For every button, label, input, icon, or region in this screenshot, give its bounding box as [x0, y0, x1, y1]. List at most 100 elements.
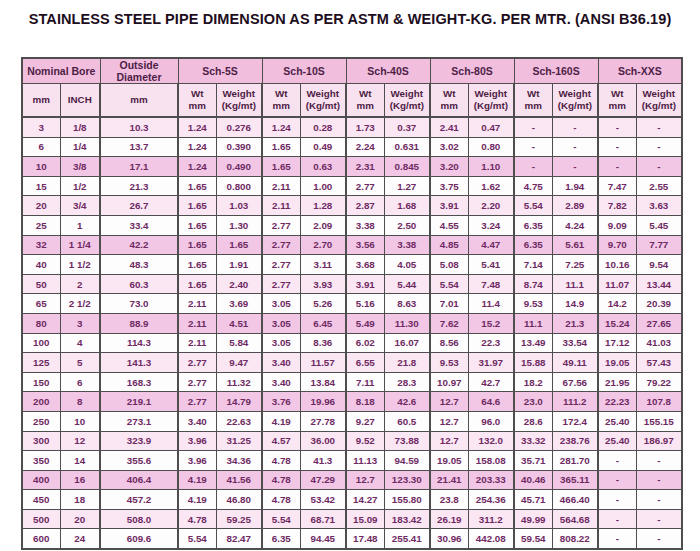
table-cell: 600	[22, 529, 60, 549]
table-cell: 9.52	[346, 431, 384, 451]
table-cell: 9.09	[598, 215, 636, 235]
table-cell: -	[598, 529, 636, 549]
table-cell: 41.3	[300, 451, 346, 471]
table-cell: 13.44	[636, 274, 682, 294]
table-cell: 123.30	[384, 470, 430, 490]
table-cell: 3.11	[300, 255, 346, 275]
table-cell: 273.1	[100, 411, 178, 431]
table-cell: 0.80	[468, 137, 514, 157]
table-cell: 365.11	[552, 470, 598, 490]
column-sub-header: mm	[100, 84, 178, 118]
table-cell: 57.43	[636, 353, 682, 373]
table-cell: 2.77	[262, 274, 300, 294]
table-cell: 42.7	[468, 372, 514, 392]
table-cell: 3.05	[262, 313, 300, 333]
column-sub-header: Weight (Kg/mt)	[636, 84, 682, 118]
table-cell: 255.41	[384, 529, 430, 549]
table-cell: 355.6	[100, 451, 178, 471]
table-cell: 40	[22, 255, 60, 275]
table-cell: -	[598, 509, 636, 529]
table-cell: 2.31	[346, 157, 384, 177]
table-cell: 1.62	[468, 176, 514, 196]
column-sub-header: Weight (Kg/mt)	[468, 84, 514, 118]
column-sub-header: Weight (Kg/mt)	[384, 84, 430, 118]
table-cell: 27.65	[636, 313, 682, 333]
table-header: Nominal BoreOutside DiameterSch-5SSch-10…	[22, 58, 682, 117]
table-cell: 79.22	[636, 372, 682, 392]
column-group-header: Sch-XXS	[598, 58, 682, 84]
table-cell: 1.65	[262, 137, 300, 157]
table-cell: 2.70	[300, 235, 346, 255]
table-cell: 1.30	[216, 215, 262, 235]
table-cell: 1.24	[262, 117, 300, 137]
column-group-header: Sch-5S	[178, 58, 262, 84]
table-row: 25133.41.651.302.772.093.382.504.553.246…	[22, 215, 682, 235]
table-cell: 3.68	[346, 255, 384, 275]
page: STAINLESS STEEL PIPE DIMENSION AS PER AS…	[0, 0, 700, 551]
table-cell: 6.45	[300, 313, 346, 333]
table-cell: 0.845	[384, 157, 430, 177]
table-cell: 1.73	[346, 117, 384, 137]
table-row: 1255141.32.779.473.4011.576.5521.89.5331…	[22, 353, 682, 373]
table-cell: 155.15	[636, 411, 682, 431]
table-cell: 5.44	[384, 274, 430, 294]
table-cell: 22.3	[468, 333, 514, 353]
table-cell: 0.28	[300, 117, 346, 137]
table-cell: 5.84	[216, 333, 262, 353]
table-cell: 3	[60, 313, 100, 333]
table-cell: 3.63	[636, 196, 682, 216]
table-cell: 6.02	[346, 333, 384, 353]
table-cell: 9.47	[216, 353, 262, 373]
table-cell: 18.2	[514, 372, 552, 392]
table-cell: 500	[22, 509, 60, 529]
table-cell: 2.77	[262, 215, 300, 235]
table-cell: 26.7	[100, 196, 178, 216]
table-cell: 8.36	[300, 333, 346, 353]
table-cell: -	[598, 117, 636, 137]
table-cell: 203.33	[468, 470, 514, 490]
table-cell: 1 1/4	[60, 235, 100, 255]
table-cell: 155.80	[384, 490, 430, 510]
table-cell: 73.88	[384, 431, 430, 451]
table-cell: 1.28	[300, 196, 346, 216]
table-cell: 281.70	[552, 451, 598, 471]
table-cell: -	[598, 490, 636, 510]
table-cell: 2.87	[346, 196, 384, 216]
table-cell: 19.05	[430, 451, 468, 471]
table-cell: 0.49	[300, 137, 346, 157]
table-row: 151/221.31.650.8002.111.002.771.273.751.…	[22, 176, 682, 196]
table-cell: 5.61	[552, 235, 598, 255]
table-cell: 311.2	[468, 509, 514, 529]
table-cell: 1.65	[178, 274, 216, 294]
table-cell: 0.490	[216, 157, 262, 177]
table-cell: 42.2	[100, 235, 178, 255]
table-cell: 442.08	[468, 529, 514, 549]
table-cell: 3.02	[430, 137, 468, 157]
table-row: 401 1/248.31.651.912.773.113.684.055.085…	[22, 255, 682, 275]
table-cell: -	[636, 117, 682, 137]
table-cell: 11.4	[468, 294, 514, 314]
table-cell: 5.41	[468, 255, 514, 275]
table-cell: 0.800	[216, 176, 262, 196]
table-cell: 0.390	[216, 137, 262, 157]
table-row: 2008219.12.7714.793.7619.968.1842.612.76…	[22, 392, 682, 412]
table-cell: -	[514, 137, 552, 157]
table-cell: 96.0	[468, 411, 514, 431]
table-cell: 22.63	[216, 411, 262, 431]
table-cell: 4.19	[262, 411, 300, 431]
table-cell: 65	[22, 294, 60, 314]
table-cell: 34.36	[216, 451, 262, 471]
table-cell: 186.97	[636, 431, 682, 451]
table-cell: 67.56	[552, 372, 598, 392]
table-cell: 3.69	[216, 294, 262, 314]
column-sub-header: Wt mm	[178, 84, 216, 118]
table-cell: 14.79	[216, 392, 262, 412]
table-cell: 7.14	[514, 255, 552, 275]
table-cell: 53.42	[300, 490, 346, 510]
table-row: 50260.31.652.402.773.933.915.445.547.488…	[22, 274, 682, 294]
column-group-header: Sch-10S	[262, 58, 346, 84]
table-cell: 82.47	[216, 529, 262, 549]
table-cell: 3.24	[468, 215, 514, 235]
table-row: 80388.92.114.513.056.455.4911.307.6215.2…	[22, 313, 682, 333]
table-cell: 12.7	[430, 411, 468, 431]
